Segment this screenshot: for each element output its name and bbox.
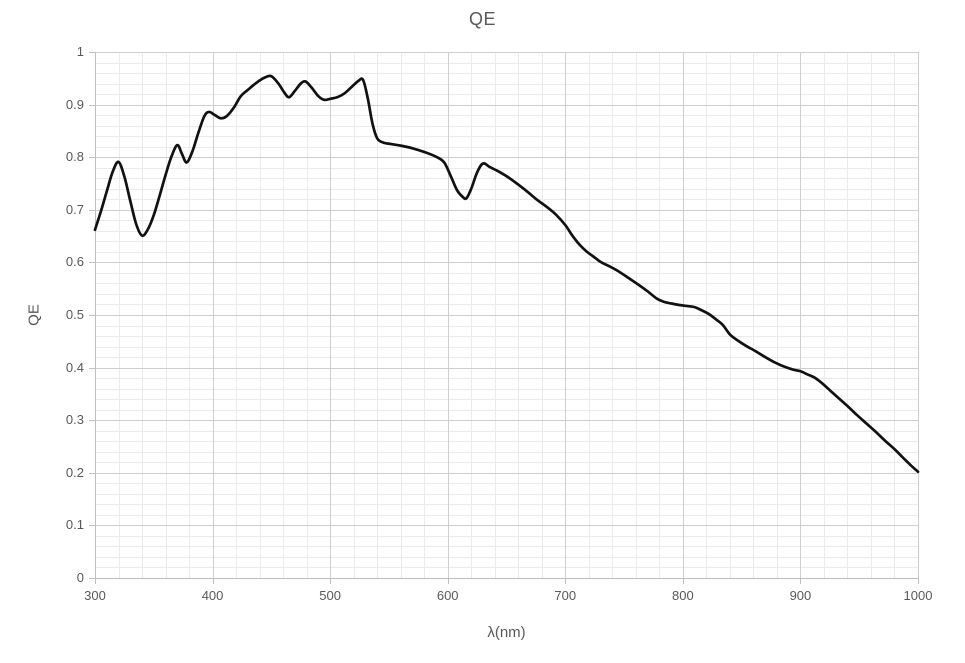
x-axis-tick-label: 400 — [201, 588, 224, 603]
y-axis-tick-label: 0.5 — [65, 307, 84, 322]
x-axis-tick-label: 500 — [319, 588, 341, 603]
qe-curve-line — [93, 74, 920, 474]
y-axis-tick-label: 0.1 — [65, 517, 84, 533]
y-axis-tick-label: 0.2 — [65, 464, 84, 480]
y-axis-tick-label: 0.9 — [65, 96, 84, 112]
y-axis-tick-label: 0.6 — [65, 254, 84, 270]
x-axis-tick-label: 1000 — [903, 588, 933, 603]
y-axis-tick-label: 0.3 — [65, 412, 84, 428]
y-axis-title: QE — [25, 304, 43, 326]
x-axis-tick-label: 600 — [436, 588, 459, 603]
x-axis-tick-label: 300 — [84, 588, 106, 603]
x-axis-tick-label: 900 — [789, 588, 812, 603]
y-axis-tick-label: 0.4 — [65, 359, 84, 375]
x-axis-title: λ(nm) — [487, 624, 526, 641]
chart-title: QE — [468, 9, 496, 29]
y-axis-tick-label: 0.8 — [65, 149, 84, 165]
y-axis-tick-label: 0.7 — [65, 201, 84, 217]
x-axis-tick-label: 700 — [554, 588, 577, 603]
y-axis-tick-label: 1 — [76, 44, 84, 59]
y-axis-tick-label: 0 — [76, 570, 84, 585]
x-axis-tick-label: 800 — [671, 588, 694, 603]
